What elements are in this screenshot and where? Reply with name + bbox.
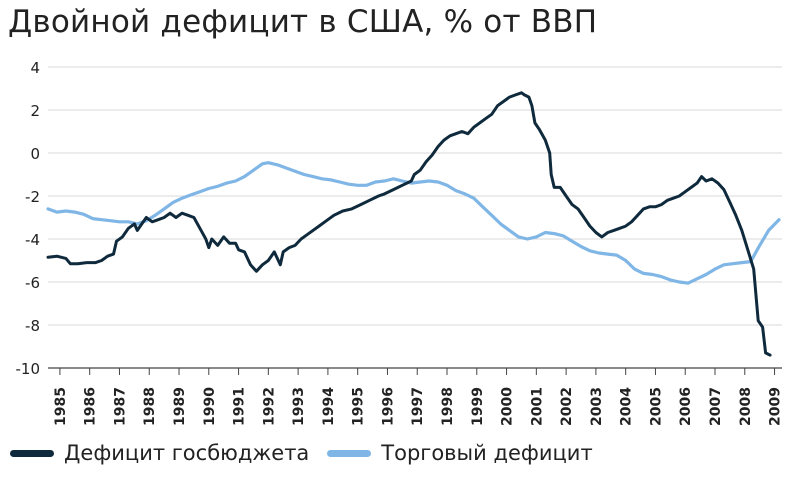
x-tick-label: 2007 — [708, 387, 724, 426]
y-tick-label: 2 — [30, 102, 40, 120]
x-tick-label: 2009 — [768, 387, 784, 426]
x-tick-label: 1990 — [202, 387, 218, 426]
y-tick-label: -8 — [25, 317, 40, 335]
y-tick-label: -4 — [25, 231, 40, 249]
x-tick-label: 1989 — [172, 387, 188, 426]
double-deficit-chart: 420-2-4-6-8-10 1985 1986 1987 1988 1989 1990 1… — [16, 59, 784, 426]
legend-swatch-trade — [327, 449, 372, 457]
x-tick-label: 2004 — [619, 387, 635, 426]
x-tick-label: 1985 — [53, 387, 69, 426]
y-tick-label: 0 — [30, 145, 40, 163]
chart-title: Двойной дефицит в США, % от ВВП — [8, 4, 598, 40]
y-tick-label: -2 — [25, 188, 40, 206]
series-line-budget-deficit — [46, 91, 772, 357]
legend-item-budget: Дефицит госбюджета — [10, 441, 309, 465]
y-tick-label: -10 — [16, 360, 41, 378]
x-tick-label: 2001 — [529, 387, 545, 426]
y-tick-label: 4 — [30, 59, 40, 77]
x-tick-label: 1999 — [470, 387, 486, 426]
x-axis: 1985 1986 1987 1988 1989 1990 1991 1992 1993 1994… — [48, 367, 784, 426]
series-line-trade-deficit — [46, 161, 781, 285]
series-lines — [46, 91, 781, 357]
x-tick-label: 1991 — [232, 387, 248, 426]
legend-swatch-budget — [10, 449, 54, 457]
grid-lines — [48, 66, 782, 369]
y-axis: 4 2 0 -2 -4 -6 -8 -10 — [16, 59, 41, 378]
legend: Дефицит госбюджета Торговый дефицит — [10, 441, 611, 465]
x-tick-label: 1986 — [83, 387, 99, 426]
x-tick-label: 2000 — [500, 387, 516, 426]
x-tick-label: 1996 — [380, 387, 396, 426]
x-tick-label: 1992 — [261, 387, 277, 426]
legend-label-trade: Торговый дефицит — [381, 441, 593, 465]
x-tick-label: 2003 — [589, 387, 605, 426]
x-tick-label: 2005 — [648, 387, 664, 426]
x-tick-label: 1988 — [142, 387, 158, 426]
x-tick-label: 2008 — [738, 387, 754, 426]
x-tick-label: 1997 — [410, 387, 426, 426]
x-tick-label: 1995 — [351, 387, 367, 426]
x-tick-label: 1994 — [321, 387, 337, 426]
x-tick-label: 1987 — [112, 387, 128, 426]
legend-item-trade: Торговый дефицит — [327, 441, 593, 465]
x-tick-label: 1998 — [440, 387, 456, 426]
x-tick-label: 2002 — [559, 387, 575, 426]
x-tick-label: 2006 — [678, 387, 694, 426]
y-tick-label: -6 — [25, 274, 40, 292]
x-tick-label: 1993 — [291, 387, 307, 426]
legend-label-budget: Дефицит госбюджета — [64, 441, 310, 465]
